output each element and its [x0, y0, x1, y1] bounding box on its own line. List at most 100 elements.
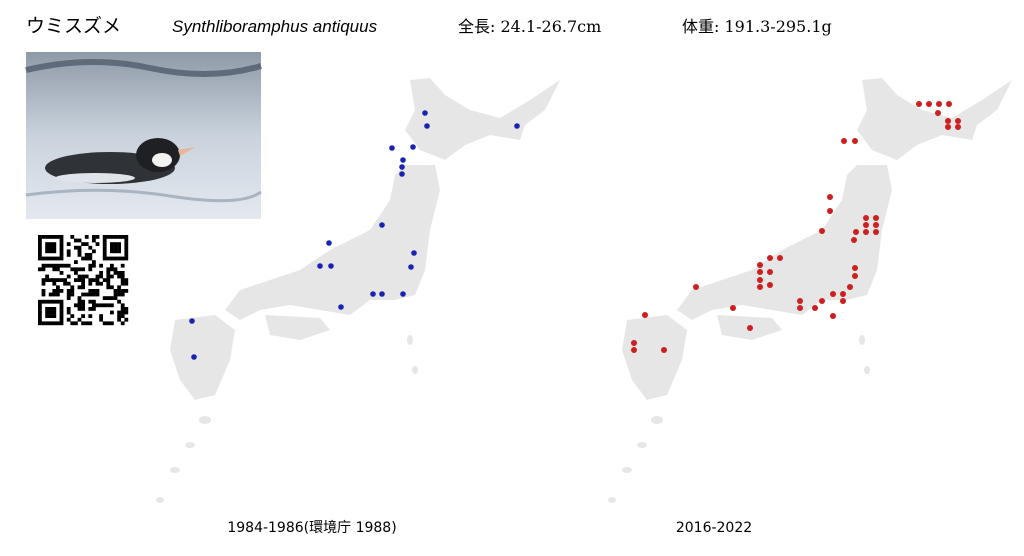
- qr-module: [45, 299, 49, 304]
- dot: [935, 110, 941, 116]
- dot: [955, 118, 961, 124]
- qr-module: [45, 249, 49, 254]
- qr-module: [38, 235, 42, 239]
- qr-module: [117, 249, 121, 254]
- qr-module: [99, 314, 103, 318]
- qr-module: [48, 310, 53, 315]
- qr-module: [106, 278, 111, 282]
- qr-module: [52, 299, 57, 304]
- qr-module: [45, 314, 49, 318]
- qr-module: [48, 321, 53, 326]
- dot: [827, 194, 833, 200]
- qr-module: [124, 256, 129, 261]
- qr-module: [59, 263, 64, 268]
- qr-module: [102, 296, 107, 300]
- qr-module: [66, 281, 71, 286]
- qr-module: [74, 321, 78, 326]
- qr-module: [92, 278, 96, 282]
- qr-module: [66, 307, 71, 311]
- dot: [693, 284, 699, 290]
- qr-module: [120, 263, 125, 268]
- dot: [936, 101, 942, 107]
- qr-module: [59, 235, 64, 239]
- qr-module: [70, 321, 75, 326]
- qr-module: [81, 307, 85, 311]
- qr-module: [84, 253, 89, 257]
- qr-module: [74, 245, 78, 250]
- qr-module: [45, 242, 49, 246]
- qr-module: [59, 299, 64, 304]
- qr-module: [52, 256, 57, 261]
- dot: [863, 215, 869, 221]
- qr-module: [77, 285, 82, 290]
- dot: [767, 282, 773, 288]
- qr-module: [88, 299, 93, 304]
- qr-module: [117, 292, 121, 297]
- dot: [819, 298, 825, 304]
- photo: [25, 52, 262, 219]
- qr-module: [92, 307, 96, 311]
- qr-module: [52, 245, 57, 250]
- dot: [424, 123, 430, 129]
- scientific-name: Synthliboramphus antiquus: [172, 17, 378, 36]
- qr-module: [106, 303, 111, 308]
- dot: [410, 144, 416, 150]
- qr-module: [124, 238, 129, 243]
- qr-module: [52, 281, 57, 286]
- qr-module: [106, 321, 111, 326]
- dot: [777, 255, 783, 261]
- dot: [631, 340, 637, 346]
- qr-module: [48, 307, 53, 311]
- qr-module: [45, 256, 49, 261]
- qr-module: [66, 296, 71, 300]
- qr-module: [59, 256, 64, 261]
- qr-module: [38, 299, 42, 304]
- qr-module: [63, 263, 67, 268]
- dot: [945, 118, 951, 124]
- qr-module: [95, 281, 100, 286]
- qr-module: [59, 289, 64, 293]
- qr-module: [38, 238, 42, 243]
- qr-module: [81, 281, 85, 286]
- dot: [661, 347, 667, 353]
- qr-module: [92, 292, 96, 297]
- qr-module: [88, 321, 93, 326]
- qr-module: [66, 317, 71, 322]
- dot: [827, 208, 833, 214]
- dot: [400, 291, 406, 297]
- qr-module: [95, 274, 100, 279]
- qr-module: [88, 253, 93, 257]
- dot: [389, 145, 395, 151]
- dot: [819, 228, 825, 234]
- qr-module: [120, 271, 125, 275]
- qr-module: [74, 271, 78, 275]
- qr-module: [113, 296, 118, 300]
- qr-module: [117, 310, 121, 315]
- qr-module: [102, 235, 107, 239]
- qr-module: [81, 299, 85, 304]
- qr-module: [81, 292, 85, 297]
- qr-module: [95, 235, 100, 239]
- qr-module: [124, 317, 129, 322]
- qr-module: [88, 307, 93, 311]
- qr-module: [124, 289, 129, 293]
- qr-module: [106, 267, 111, 272]
- qr-module: [63, 281, 67, 286]
- weight: 体重: 191.3-295.1g: [682, 17, 832, 36]
- qr-module: [117, 242, 121, 246]
- qr-module: [52, 314, 57, 318]
- qr-module: [70, 292, 75, 297]
- qr-module: [120, 274, 125, 279]
- dot: [379, 222, 385, 228]
- qr-module: [88, 289, 93, 293]
- qr-module: [88, 263, 93, 268]
- dot: [863, 222, 869, 228]
- qr-module: [59, 238, 64, 243]
- qr-module: [52, 267, 57, 272]
- qr-module: [66, 292, 71, 297]
- dot: [851, 237, 857, 243]
- qr-module: [38, 242, 42, 246]
- qr-module: [110, 321, 114, 326]
- qr-module: [45, 274, 49, 279]
- qr-module: [66, 310, 71, 315]
